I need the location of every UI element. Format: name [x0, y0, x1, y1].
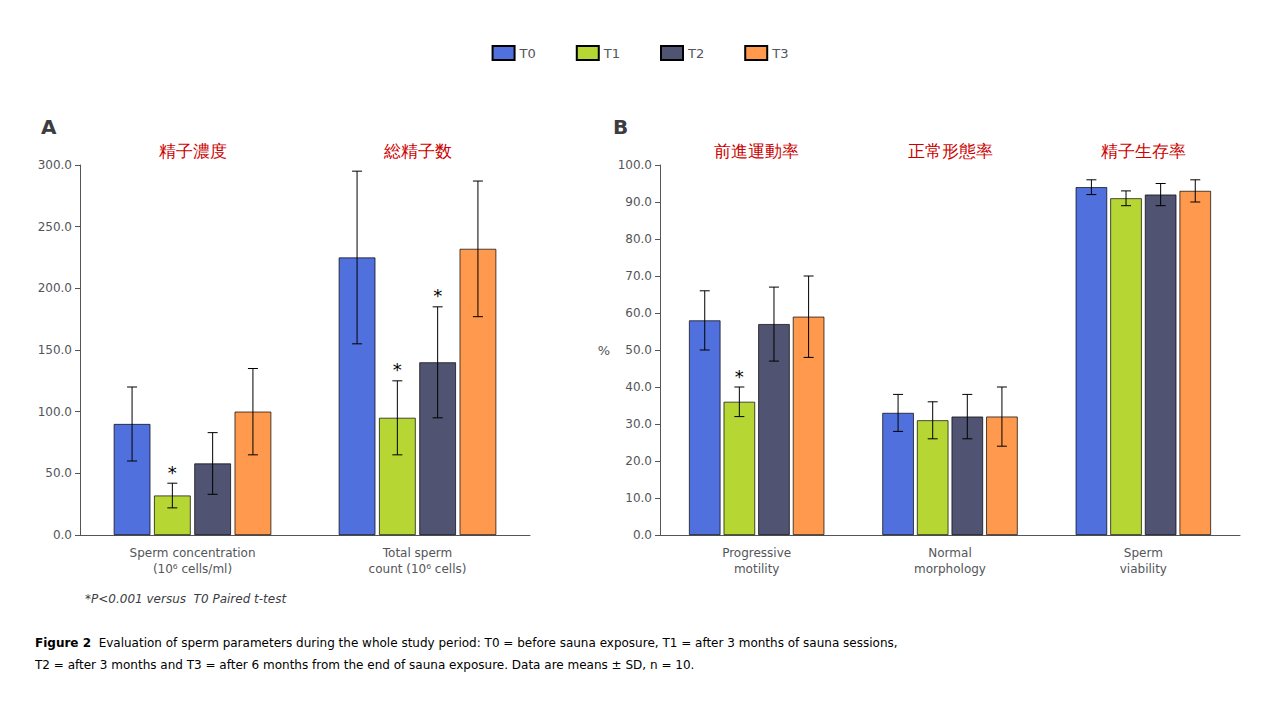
svg-text:%: % — [598, 343, 610, 358]
svg-text:80.0: 80.0 — [625, 232, 652, 246]
svg-text:70.0: 70.0 — [625, 269, 652, 283]
svg-text:250.0: 250.0 — [38, 220, 72, 234]
svg-text:T2 = after 3 months and T3 = a: T2 = after 3 months and T3 = after 6 mon… — [34, 658, 694, 672]
svg-text:60.0: 60.0 — [625, 306, 652, 320]
svg-text:20.0: 20.0 — [625, 454, 652, 468]
svg-text:Sperm concentration: Sperm concentration — [130, 546, 256, 560]
svg-text:B: B — [613, 115, 628, 139]
svg-text:Evaluation of sperm parameters: Evaluation of sperm parameters during th… — [91, 636, 898, 650]
svg-text:viability: viability — [1120, 562, 1167, 576]
svg-text:前進運動率: 前進運動率 — [714, 141, 799, 161]
svg-text:Progressive: Progressive — [722, 546, 791, 560]
svg-text:*: * — [433, 285, 442, 306]
svg-text:50.0: 50.0 — [45, 466, 72, 480]
svg-text:*: * — [393, 359, 402, 380]
svg-text:*P<0.001 versus T0 Paired t-t: *P<0.001 versus T0 Paired t-test — [85, 592, 287, 606]
svg-text:Total sperm: Total sperm — [382, 546, 453, 560]
svg-text:300.0: 300.0 — [38, 158, 72, 172]
svg-text:正常形態率: 正常形態率 — [908, 141, 993, 161]
svg-text:0.0: 0.0 — [53, 528, 72, 542]
svg-text:Normal: Normal — [928, 546, 971, 560]
svg-text:100.0: 100.0 — [618, 158, 652, 172]
svg-text:T2: T2 — [687, 46, 704, 61]
svg-text:総精子数: 総精子数 — [383, 141, 452, 161]
svg-text:150.0: 150.0 — [38, 343, 72, 357]
svg-text:200.0: 200.0 — [38, 281, 72, 295]
svg-text:T0: T0 — [519, 46, 536, 61]
svg-text:Sperm: Sperm — [1124, 546, 1163, 560]
svg-text:count (10⁶ cells): count (10⁶ cells) — [369, 562, 467, 576]
svg-text:Figure 2: Figure 2 — [35, 636, 91, 650]
svg-text:T3: T3 — [771, 46, 788, 61]
svg-text:30.0: 30.0 — [625, 417, 652, 431]
svg-text:T1: T1 — [603, 46, 620, 61]
svg-text:100.0: 100.0 — [38, 405, 72, 419]
svg-text:40.0: 40.0 — [625, 380, 652, 394]
svg-text:90.0: 90.0 — [625, 195, 652, 209]
svg-text:*: * — [735, 366, 744, 387]
svg-text:50.0: 50.0 — [625, 343, 652, 357]
svg-text:*: * — [168, 462, 177, 483]
svg-text:0.0: 0.0 — [633, 528, 652, 542]
svg-text:(10⁶ cells/ml): (10⁶ cells/ml) — [153, 562, 232, 576]
svg-text:motility: motility — [734, 562, 780, 576]
svg-text:morphology: morphology — [914, 562, 986, 576]
svg-text:A: A — [41, 115, 57, 139]
svg-text:精子生存率: 精子生存率 — [1101, 141, 1186, 161]
svg-text:10.0: 10.0 — [625, 491, 652, 505]
svg-text:精子濃度: 精子濃度 — [159, 141, 227, 161]
